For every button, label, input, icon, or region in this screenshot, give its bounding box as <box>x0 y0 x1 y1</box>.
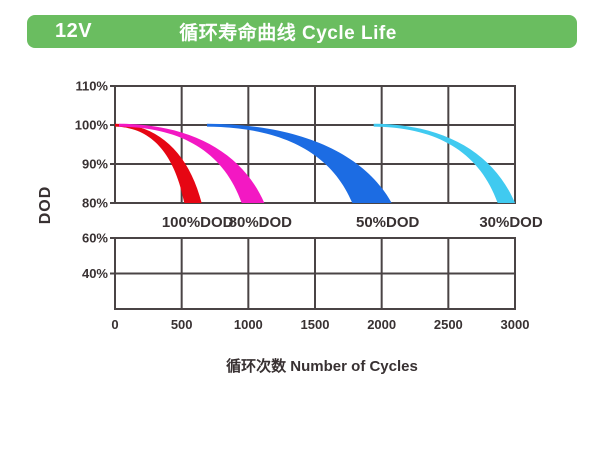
y-axis-tick-label: 110% <box>75 79 108 94</box>
x-axis-tick-label: 0 <box>111 317 118 332</box>
x-axis-tick-label: 1000 <box>234 317 263 332</box>
series-bands-group <box>115 123 515 203</box>
y-axis-tick-label: 90% <box>82 157 108 172</box>
series-band-80dod <box>119 123 265 203</box>
x-axis-tick-label: 500 <box>171 317 193 332</box>
x-axis-tick-label: 2000 <box>367 317 396 332</box>
series-band-30dod <box>373 123 515 203</box>
x-axis-tick-label: 2500 <box>434 317 463 332</box>
y-axis-tick-label: 40% <box>82 266 108 281</box>
x-axis-title: 循环次数 Number of Cycles <box>226 357 418 375</box>
header-bar: 12V 循环寿命曲线 Cycle Life <box>27 15 577 48</box>
y-axis-tick-label: 60% <box>82 231 108 246</box>
grid-group <box>110 85 516 310</box>
y-axis-title: DOD <box>37 186 54 225</box>
series-band-100dod <box>115 123 202 203</box>
series-label: 50%DOD <box>356 214 420 231</box>
series-label: 80%DOD <box>229 214 293 231</box>
series-label: 100%DOD <box>162 214 234 231</box>
page-title: 循环寿命曲线 Cycle Life <box>179 23 397 44</box>
voltage-badge: 12V <box>55 20 93 42</box>
series-band-50dod <box>207 123 392 203</box>
series-label: 30%DOD <box>479 214 543 231</box>
x-axis-tick-label: 3000 <box>501 317 530 332</box>
y-axis-tick-label: 100% <box>75 118 109 133</box>
y-axis-tick-label: 80% <box>82 196 108 211</box>
x-axis-tick-label: 1500 <box>301 317 330 332</box>
